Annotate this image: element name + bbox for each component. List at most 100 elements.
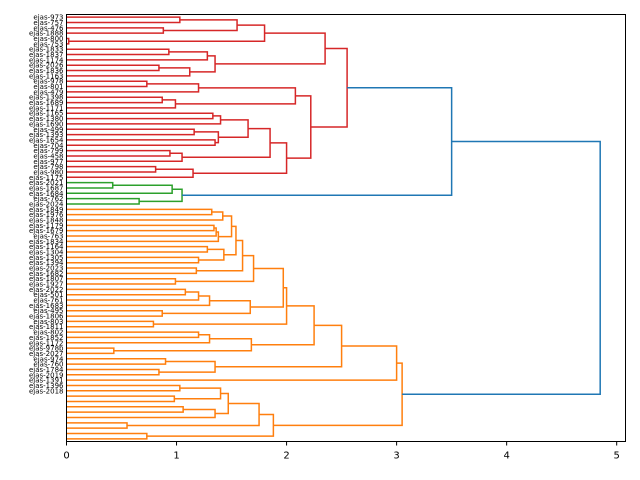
dendrogram-link (66, 165, 157, 173)
leaf-label: ejas-1976 (29, 211, 64, 219)
leaf-label: ejas-1394 (29, 259, 64, 267)
dendrogram-link (66, 245, 209, 253)
dendrogram-link (66, 320, 155, 328)
dendrogram-link (193, 142, 288, 175)
leaf-label: ejas-1398 (29, 94, 64, 102)
leaf-label: ejas-801 (33, 83, 63, 91)
leaf-label: ejas-1393 (29, 131, 64, 139)
leaf-label: ejas-1165 (29, 110, 64, 118)
leaf-label: ejas-1811 (29, 323, 64, 331)
dendrogram-link (66, 224, 215, 232)
plot-frame (66, 14, 626, 442)
dendrogram-link (66, 267, 198, 275)
x-tick-label: 0 (63, 451, 69, 462)
leaf-label: ejas-802 (33, 329, 63, 337)
leaf-label: ejas-1175 (29, 174, 64, 182)
dendrogram-link (66, 83, 200, 93)
dendrogram-link (66, 152, 183, 163)
leaf-label: ejas-495 (33, 307, 63, 315)
dendrogram-link (66, 432, 148, 440)
leaf-label: ejas-1163 (29, 72, 64, 80)
dendrogram-links (66, 16, 601, 440)
leaf-label: ejas-1784 (29, 366, 64, 374)
dendrogram-link (66, 227, 217, 237)
dendrogram-link (250, 267, 285, 308)
leaf-label: ejas-2023 (29, 265, 64, 273)
dendrogram-link (66, 112, 214, 120)
leaf-label: ejas-1396 (29, 382, 64, 390)
leaf-label: ejas-1888 (29, 30, 64, 38)
dendrogram-link (402, 140, 601, 395)
dendrogram-link (174, 387, 222, 400)
leaf-label: ejas-760 (33, 361, 63, 369)
dendrogram-link (66, 408, 216, 419)
dendrogram-link (66, 128, 195, 136)
dendrogram-link (66, 27, 165, 34)
dendrogram-link (158, 360, 216, 373)
x-tick-label: 4 (503, 451, 509, 462)
leaf-label: ejas-2026 (29, 62, 64, 70)
dendrogram-link (66, 288, 187, 296)
leaf-label: ejas-2018 (29, 387, 64, 395)
leaf-label: ejas-973 (33, 14, 63, 22)
dendrogram-link (218, 119, 249, 139)
leaf-label: ejas-1849 (29, 206, 64, 214)
leaf-label: ejas-501 (33, 291, 63, 299)
dendrogram-link (66, 211, 224, 221)
dendrogram-link (66, 331, 200, 339)
leaf-label: ejas-1683 (29, 302, 64, 310)
leaf-label: ejas-2022 (29, 286, 64, 294)
dendrogram-link (66, 368, 160, 376)
dendrogram-link (251, 305, 315, 346)
leaf-label: ejas-1927 (29, 281, 64, 289)
leaf-label: ejas-1833 (29, 46, 64, 54)
leaf-label: ejas-458 (33, 152, 63, 160)
leaf-label: ejas-798 (33, 163, 63, 171)
dendrogram-link (175, 87, 297, 105)
leaf-label: ejas-1679 (29, 227, 64, 235)
dendrogram-link (66, 96, 163, 104)
leaf-label: ejas-757 (33, 19, 63, 27)
leaf-label: ejas-1172 (29, 339, 64, 347)
leaf-label: ejas-1836 (29, 67, 64, 75)
leaf-label: ejas-1684 (29, 190, 64, 198)
leaf-label: ejas-1690 (29, 120, 64, 128)
leaf-label: ejas-1852 (29, 334, 64, 342)
leaf-label: ejas-2024 (29, 200, 64, 208)
leaf-label: ejas-1380 (29, 115, 64, 123)
dendrogram-link (66, 208, 213, 216)
leaf-label: ejas-704 (33, 142, 64, 150)
dendrogram-link (215, 32, 326, 65)
dendrogram-link (139, 188, 183, 203)
dendrogram-link (189, 55, 216, 73)
leaf-label: ejas-1654 (29, 136, 64, 144)
leaf-label: ejas-1174 (29, 56, 64, 64)
dendrogram-link (66, 99, 177, 109)
dendrogram-link (113, 338, 253, 352)
leaf-label: ejas-1834 (29, 238, 64, 246)
dendrogram-link (66, 80, 148, 88)
dendrogram-link (66, 347, 115, 355)
leaf-label: ejas-1305 (29, 254, 64, 262)
dendrogram-link (66, 406, 184, 413)
leaf-label: ejas-1164 (29, 243, 64, 251)
leaf-label: ejas-499 (33, 126, 63, 134)
x-tick-label: 2 (283, 451, 289, 462)
leaf-label: ejas-978 (33, 78, 63, 86)
dendrogram-link (66, 291, 200, 301)
leaf-label: ejas-980 (33, 168, 63, 176)
dendrogram-link (66, 197, 140, 205)
leaf-label: ejas-479 (33, 88, 63, 96)
leaf-label: ejas-2027 (29, 350, 64, 358)
dendrogram-link (66, 48, 170, 56)
leaf-label: ejas-978b (29, 345, 64, 353)
leaf-label: ejas-476 (33, 24, 64, 32)
leaf-label: ejas-761 (33, 297, 63, 305)
leaf-label: ejas-763 (33, 233, 63, 241)
dendrogram-link (66, 67, 191, 77)
dendrogram-link (66, 64, 160, 72)
leaf-label: ejas-803 (33, 318, 63, 326)
leaf-label: ejas-1171 (29, 104, 64, 112)
leaf-label: ejas-1179 (29, 222, 64, 230)
